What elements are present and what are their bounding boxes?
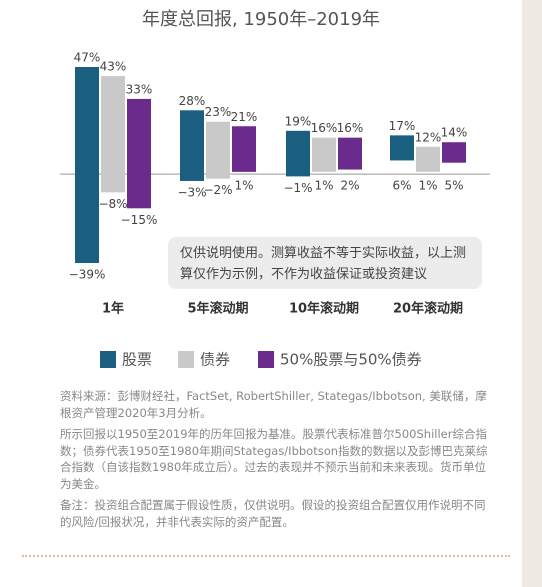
value-label: 12% — [415, 130, 442, 144]
bar — [180, 110, 204, 181]
bar — [442, 142, 466, 163]
footnote: 所示回报以1950至2019年的历年回报为基准。股票代表标准普尔500Shill… — [60, 427, 488, 491]
bar — [206, 121, 230, 179]
value-label: 16% — [337, 121, 364, 135]
value-label: 43% — [100, 60, 127, 74]
value-label: 14% — [441, 126, 468, 140]
value-label: 33% — [126, 82, 153, 96]
bar — [232, 126, 256, 172]
card: 年度总回报, 1950年–2019年 1年 47% −39% 43% −8% 33% −15… — [0, 0, 522, 587]
bar — [75, 67, 99, 263]
value-label: 6% — [392, 179, 411, 193]
value-label: −8% — [98, 197, 127, 211]
bar — [390, 135, 414, 161]
bar — [286, 130, 310, 177]
note: 仅供说明使用。测算收益不等于实际收益，以上测算仅作为示例，不作为收益保证或投资建… — [168, 237, 482, 289]
divider — [22, 555, 510, 557]
value-label: 5% — [444, 179, 463, 193]
legend-label: 股票 — [122, 351, 152, 369]
value-label: 16% — [311, 121, 338, 135]
value-label: 1% — [314, 179, 333, 193]
value-label: 19% — [285, 114, 312, 128]
chart-title: 年度总回报, 1950年–2019年 — [142, 9, 380, 30]
x-tick-label: 1年 — [102, 301, 124, 317]
value-label: 23% — [205, 105, 232, 119]
legend-label: 50%股票与50%债券 — [280, 351, 422, 369]
footnotes: 资料来源：彭博财经社，FactSet, RobertShiller, State… — [60, 388, 490, 535]
value-label: 1% — [418, 179, 437, 193]
value-label: −3% — [177, 185, 206, 199]
footnote: 备注：投资组合配置属于假设性质，仅供说明。假设的投资组合配置仅用作说明不同的风险… — [60, 498, 486, 529]
legend-swatch — [178, 351, 194, 368]
value-label: 2% — [340, 179, 359, 193]
value-label: −15% — [121, 213, 158, 227]
value-label: 28% — [179, 94, 206, 108]
chart: 年度总回报, 1950年–2019年 1年 47% −39% 43% −8% 33% −15… — [60, 9, 490, 369]
bar — [338, 137, 362, 170]
value-label: 17% — [389, 119, 416, 133]
x-tick-label: 5年滚动期 — [187, 301, 248, 317]
legend-swatch — [100, 351, 116, 368]
bar — [416, 146, 440, 172]
value-label: −39% — [69, 268, 106, 282]
legend-swatch — [258, 351, 274, 368]
x-tick-label: 10年滚动期 — [289, 301, 359, 317]
legend-label: 债券 — [200, 351, 230, 369]
bar — [127, 98, 151, 209]
bar — [312, 137, 336, 172]
value-label: −2% — [203, 183, 232, 197]
value-label: 47% — [74, 51, 101, 65]
value-label: 21% — [231, 110, 258, 124]
x-tick-label: 20年滚动期 — [393, 301, 463, 317]
footnote: 资料来源：彭博财经社，FactSet, RobertShiller, State… — [60, 389, 487, 420]
bar — [101, 76, 125, 193]
value-label: −1% — [283, 181, 312, 195]
value-label: 1% — [234, 179, 253, 193]
